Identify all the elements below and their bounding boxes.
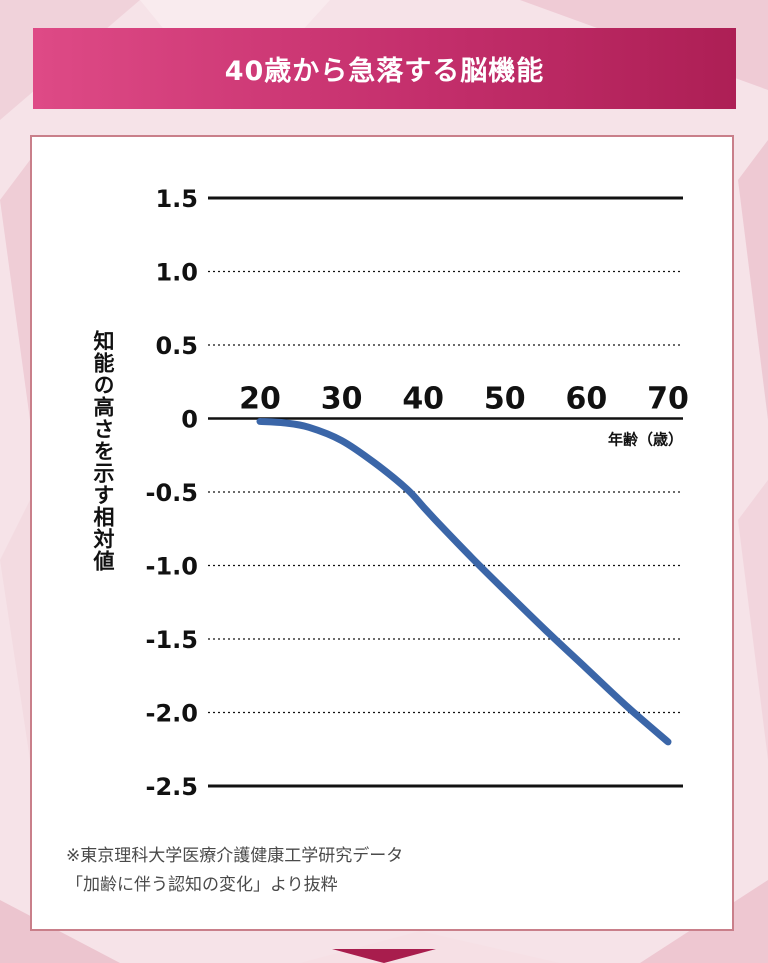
y-tick-label: 1.5 bbox=[155, 185, 198, 213]
x-tick-label: 60 bbox=[566, 382, 608, 417]
x-tick-label: 20 bbox=[239, 382, 281, 417]
y-tick-label: -1.0 bbox=[146, 553, 198, 581]
x-tick-label: 30 bbox=[321, 382, 363, 417]
y-tick-label: -0.5 bbox=[146, 479, 198, 507]
x-tick-label: 50 bbox=[484, 382, 526, 417]
x-tick-label: 40 bbox=[402, 382, 444, 417]
chart-panel bbox=[30, 135, 734, 931]
chart-title: 40歳から急落する脳機能 bbox=[224, 56, 545, 87]
source-note: ※東京理科大学医療介護健康工学研究データ 「加齢に伴う認知の変化」より抜粋 bbox=[66, 842, 403, 900]
y-tick-label: -1.5 bbox=[146, 626, 198, 654]
title-banner: 40歳から急落する脳機能 bbox=[33, 28, 736, 109]
x-tick-label: 70 bbox=[647, 382, 689, 417]
y-tick-label: -2.5 bbox=[146, 773, 198, 801]
y-tick-label: -2.0 bbox=[146, 700, 198, 728]
x-axis-label: 年齢（歳） bbox=[608, 431, 683, 449]
y-tick-label: 0.5 bbox=[155, 332, 198, 360]
y-tick-label: 0 bbox=[181, 406, 198, 434]
source-line-2: 「加齢に伴う認知の変化」より抜粋 bbox=[66, 875, 338, 895]
bottom-pointer-triangle bbox=[332, 949, 436, 963]
y-axis-label: 知能の高さを示す相対値 bbox=[91, 330, 115, 572]
source-line-1: ※東京理科大学医療介護健康工学研究データ bbox=[66, 846, 404, 866]
y-tick-label: 1.0 bbox=[155, 259, 198, 287]
series-line bbox=[256, 417, 672, 746]
